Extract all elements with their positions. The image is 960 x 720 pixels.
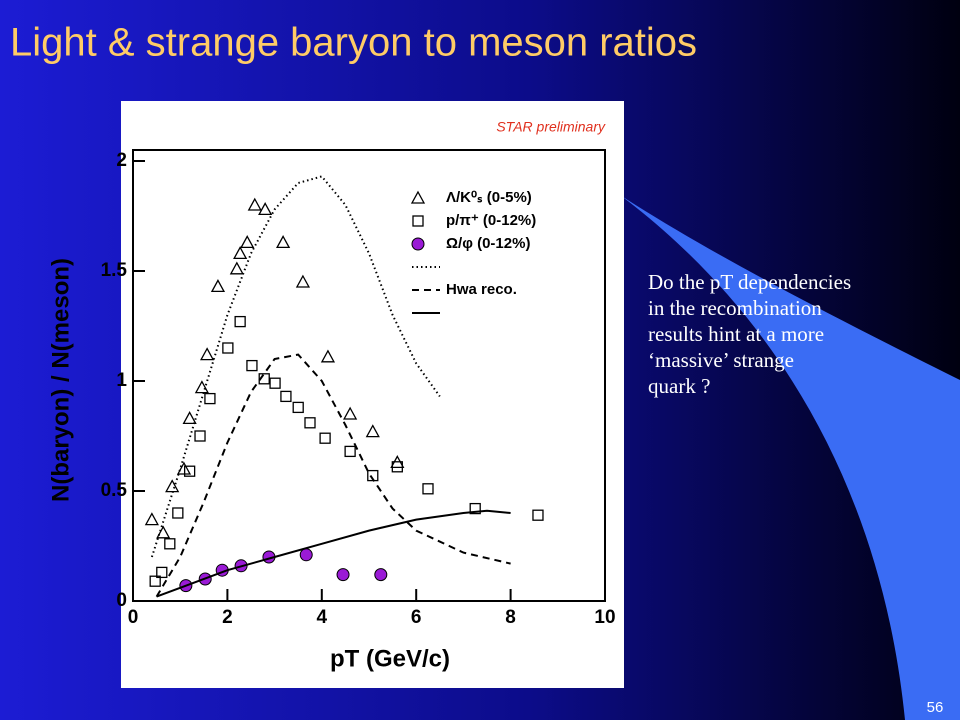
- marker-square: [344, 445, 356, 458]
- marker-square: [304, 417, 316, 429]
- marker-triangle: [229, 261, 244, 275]
- y-tick-label: 0.5: [101, 480, 128, 501]
- marker-square: [172, 507, 184, 519]
- curve: [156, 509, 511, 598]
- body-line: results hint at a more: [648, 322, 824, 346]
- annotation: STAR preliminary: [496, 119, 606, 135]
- body-line: ‘massive’ strange: [648, 348, 794, 372]
- marker-triangle: [194, 380, 210, 394]
- chart-panel: [121, 101, 624, 688]
- plot-frame: [132, 149, 606, 602]
- marker-square: [194, 430, 206, 442]
- marker-square: [183, 465, 196, 477]
- marker-triangle: [320, 349, 336, 363]
- marker-circle: [299, 548, 313, 562]
- marker-square: [156, 566, 168, 579]
- marker-triangle: [182, 411, 197, 425]
- curve: [155, 353, 511, 598]
- x-axis-label: pT (GeV/c): [330, 645, 450, 672]
- marker-square: [469, 502, 481, 515]
- marker-square: [422, 483, 434, 495]
- marker-triangle: [276, 235, 291, 249]
- y-tick-label: 0: [116, 590, 127, 611]
- marker-triangle: [240, 235, 255, 249]
- x-tick-label: 2: [222, 607, 233, 628]
- x-tick-label: 8: [505, 607, 516, 628]
- marker-triangle: [365, 424, 380, 438]
- marker-circle: [336, 568, 350, 582]
- plot: 0 2 4 6 8 10 0 0.5 1 1.5 2 Λ/K⁰ₛ (0-5%) p/π⁺ (0-12%)…: [101, 149, 616, 628]
- body-line: in the recombination: [648, 296, 822, 320]
- x-tick-label: 0: [128, 607, 139, 628]
- legend-label: Hwa reco.: [446, 281, 517, 298]
- x-tick-label: 10: [594, 607, 615, 628]
- marker-square: [269, 377, 281, 389]
- marker-square: [246, 359, 258, 372]
- marker-square: [234, 315, 246, 328]
- marker-square: [149, 575, 161, 587]
- marker-square: [222, 342, 234, 354]
- x-tick-label: 4: [317, 607, 328, 628]
- y-axis-label: N(baryon) / N(meson): [47, 258, 74, 502]
- swoosh: [620, 195, 960, 720]
- x-tick-label: 6: [411, 607, 422, 628]
- page-number: 56: [927, 699, 944, 716]
- marker-square: [292, 401, 304, 414]
- y-tick-label: 1: [116, 370, 127, 391]
- legend-label: Λ/K⁰ₛ (0-5%): [446, 189, 532, 206]
- marker-square: [280, 390, 292, 403]
- marker-triangle: [176, 461, 192, 475]
- y-tick-label: 2: [116, 150, 127, 171]
- marker-triangle: [144, 512, 159, 526]
- marker-triangle: [233, 246, 248, 260]
- marker-circle: [411, 237, 425, 251]
- marker-triangle: [343, 406, 358, 420]
- marker-square: [391, 461, 403, 473]
- marker-square: [319, 432, 331, 444]
- marker-circle: [374, 568, 388, 582]
- marker-triangle: [410, 190, 426, 204]
- marker-triangle: [210, 279, 226, 293]
- marker-square: [164, 538, 176, 550]
- marker-triangle: [247, 197, 262, 211]
- marker-square: [532, 509, 544, 521]
- body-line: quark ?: [648, 374, 710, 398]
- legend-label: p/π⁺ (0-12%): [446, 212, 536, 229]
- marker-triangle: [295, 274, 311, 288]
- marker-triangle: [258, 202, 273, 216]
- marker-triangle: [156, 525, 171, 539]
- legend-label: Ω/φ (0-12%): [446, 235, 530, 252]
- slide-title: Light & strange baryon to meson ratios: [10, 21, 697, 65]
- marker-square: [204, 392, 216, 405]
- marker-triangle: [200, 347, 215, 361]
- body-line: Do the pT dependencies: [648, 270, 851, 294]
- curve: [150, 175, 441, 558]
- y-tick-label: 1.5: [101, 260, 128, 281]
- marker-square: [412, 215, 424, 227]
